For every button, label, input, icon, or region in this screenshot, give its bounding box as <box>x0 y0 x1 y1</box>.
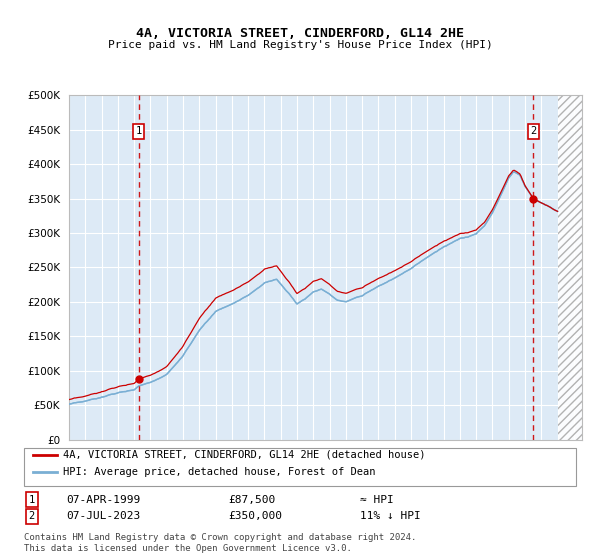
Text: 1: 1 <box>29 494 35 505</box>
Text: Contains HM Land Registry data © Crown copyright and database right 2024.
This d: Contains HM Land Registry data © Crown c… <box>24 533 416 553</box>
Text: 4A, VICTORIA STREET, CINDERFORD, GL14 2HE (detached house): 4A, VICTORIA STREET, CINDERFORD, GL14 2H… <box>63 450 425 460</box>
Text: Price paid vs. HM Land Registry's House Price Index (HPI): Price paid vs. HM Land Registry's House … <box>107 40 493 50</box>
Text: 11% ↓ HPI: 11% ↓ HPI <box>360 511 421 521</box>
Bar <box>557 95 590 440</box>
Text: 07-JUL-2023: 07-JUL-2023 <box>66 511 140 521</box>
Text: ≈ HPI: ≈ HPI <box>360 494 394 505</box>
Text: 4A, VICTORIA STREET, CINDERFORD, GL14 2HE: 4A, VICTORIA STREET, CINDERFORD, GL14 2H… <box>136 27 464 40</box>
Text: 2: 2 <box>530 127 536 137</box>
Text: 1: 1 <box>136 127 142 137</box>
Text: £350,000: £350,000 <box>228 511 282 521</box>
Text: £87,500: £87,500 <box>228 494 275 505</box>
Text: HPI: Average price, detached house, Forest of Dean: HPI: Average price, detached house, Fore… <box>63 467 376 477</box>
Text: 07-APR-1999: 07-APR-1999 <box>66 494 140 505</box>
Text: 2: 2 <box>29 511 35 521</box>
